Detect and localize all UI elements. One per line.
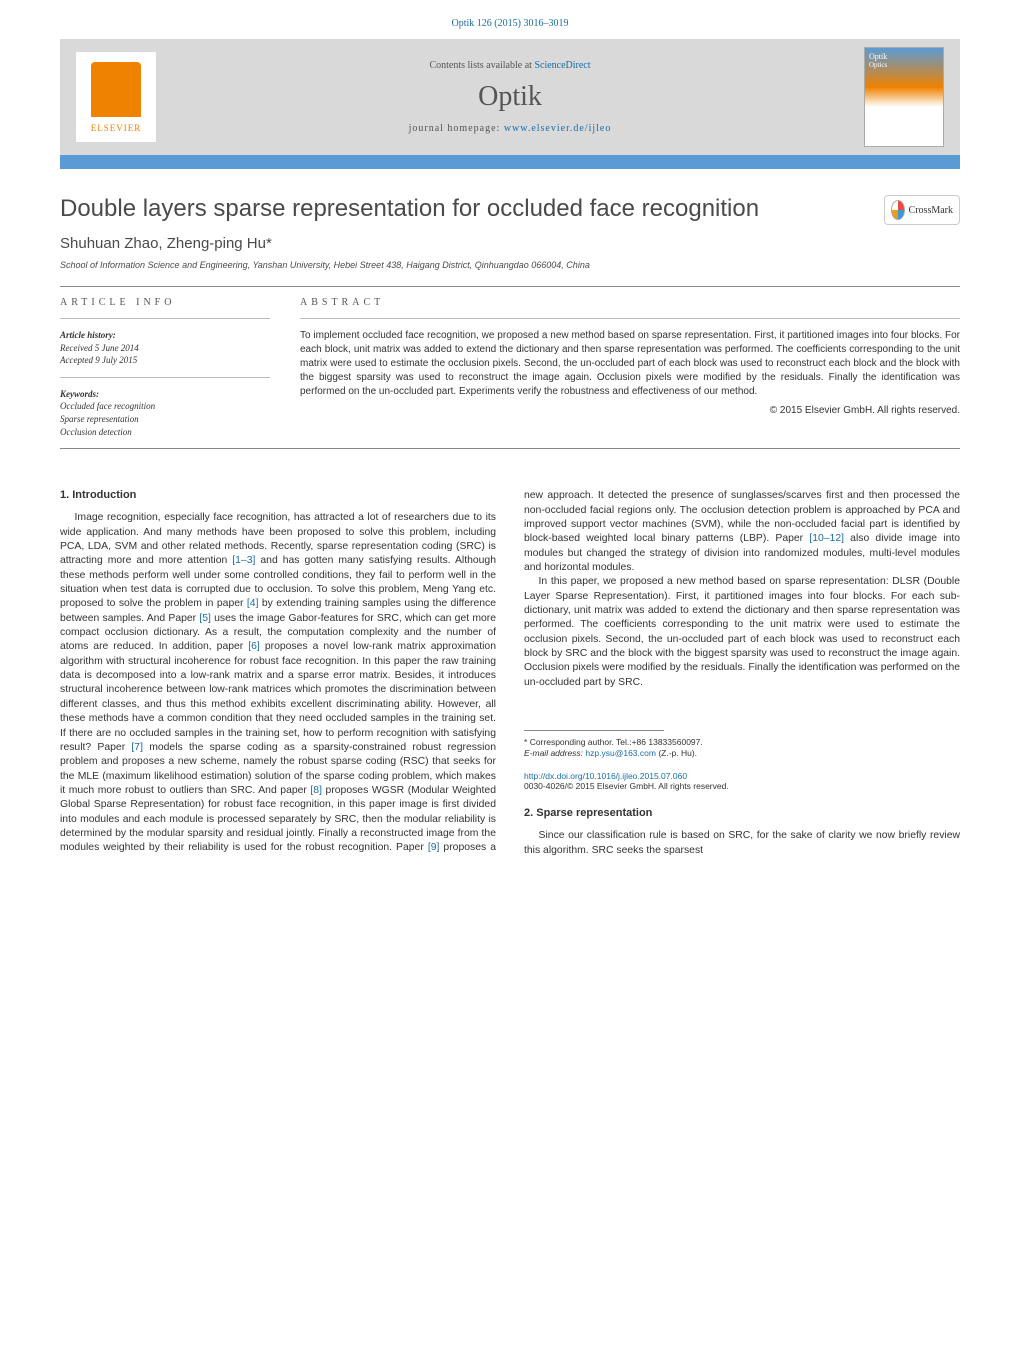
cite-5[interactable]: [5] xyxy=(199,613,211,624)
homepage-link[interactable]: www.elsevier.de/ijleo xyxy=(504,123,612,134)
abstract-text: To implement occluded face recognition, … xyxy=(300,329,960,399)
journal-cover-thumbnail: Optik Optics xyxy=(864,47,944,147)
corr-text: Corresponding author. Tel.:+86 138335600… xyxy=(530,737,703,747)
intro-para-2: In this paper, we proposed a new method … xyxy=(524,575,960,690)
meta-rule-1 xyxy=(60,318,270,319)
email-link[interactable]: hzp.ysu@163.com xyxy=(585,748,656,758)
affiliation: School of Information Science and Engine… xyxy=(60,260,960,270)
crossmark-label: CrossMark xyxy=(909,205,953,216)
section-2-heading: 2. Sparse representation xyxy=(524,807,960,819)
t1e: proposes a novel low-rank matrix approxi… xyxy=(60,641,496,753)
elsevier-logo: ELSEVIER xyxy=(76,52,156,142)
contents-prefix: Contents lists available at xyxy=(429,60,534,71)
abstract-copyright: © 2015 Elsevier GmbH. All rights reserve… xyxy=(300,405,960,416)
elsevier-tree-icon xyxy=(91,62,141,117)
email-label: E-mail address: xyxy=(524,748,585,758)
elsevier-text: ELSEVIER xyxy=(91,123,142,133)
sciencedirect-link[interactable]: ScienceDirect xyxy=(534,60,590,71)
cite-8[interactable]: [8] xyxy=(310,785,322,796)
cite-4[interactable]: [4] xyxy=(247,598,259,609)
cite-6[interactable]: [6] xyxy=(248,641,260,652)
rule-top xyxy=(60,286,960,287)
cite-9[interactable]: [9] xyxy=(428,842,440,853)
issn-copyright: 0030-4026/© 2015 Elsevier GmbH. All righ… xyxy=(524,781,960,791)
crossmark-badge[interactable]: CrossMark xyxy=(884,195,960,225)
article-title: Double layers sparse representation for … xyxy=(60,195,884,223)
accepted-date: Accepted 9 July 2015 xyxy=(60,354,270,367)
journal-name: Optik xyxy=(156,81,864,113)
header-citation: Optik 126 (2015) 3016–3019 xyxy=(0,0,1020,39)
rule-bottom xyxy=(60,448,960,449)
email-who: (Z.-p. Hu). xyxy=(656,748,697,758)
corresponding-author-footer: * Corresponding author. Tel.:+86 1383356… xyxy=(524,730,960,791)
received-date: Received 5 June 2014 xyxy=(60,342,270,355)
keyword-3: Occlusion detection xyxy=(60,426,270,439)
authors: Shuhuan Zhao, Zheng-ping Hu* xyxy=(60,235,960,252)
homepage-prefix: journal homepage: xyxy=(409,123,504,134)
abstract-rule xyxy=(300,318,960,319)
accent-bar xyxy=(60,155,960,169)
cite-7[interactable]: [7] xyxy=(131,742,143,753)
meta-rule-2 xyxy=(60,377,270,378)
article-history: Article history: Received 5 June 2014 Ac… xyxy=(60,329,270,367)
keyword-2: Sparse representation xyxy=(60,413,270,426)
cover-title: Optik xyxy=(869,52,939,61)
history-label: Article history: xyxy=(60,329,270,342)
keyword-1: Occluded face recognition xyxy=(60,400,270,413)
keywords-label: Keywords: xyxy=(60,388,270,401)
keywords-block: Keywords: Occluded face recognition Spar… xyxy=(60,388,270,438)
cover-sub: Optics xyxy=(869,61,939,69)
homepage-line: journal homepage: www.elsevier.de/ijleo xyxy=(156,123,864,134)
article-info-heading: ARTICLE INFO xyxy=(60,297,270,308)
footer-rule xyxy=(524,730,664,731)
journal-banner: ELSEVIER Contents lists available at Sci… xyxy=(60,39,960,155)
contents-line: Contents lists available at ScienceDirec… xyxy=(156,60,864,71)
crossmark-icon xyxy=(891,200,905,220)
abstract-heading: ABSTRACT xyxy=(300,297,960,308)
cite-1-3[interactable]: [1–3] xyxy=(232,555,255,566)
sec2-para-1: Since our classification rule is based o… xyxy=(524,829,960,858)
doi-link[interactable]: http://dx.doi.org/10.1016/j.ijleo.2015.0… xyxy=(524,771,687,781)
section-1-heading: 1. Introduction xyxy=(60,489,496,501)
body-columns: 1. Introduction Image recognition, espec… xyxy=(60,489,960,858)
corr-symbol: * xyxy=(524,737,527,747)
cite-10-12[interactable]: [10–12] xyxy=(809,533,844,544)
